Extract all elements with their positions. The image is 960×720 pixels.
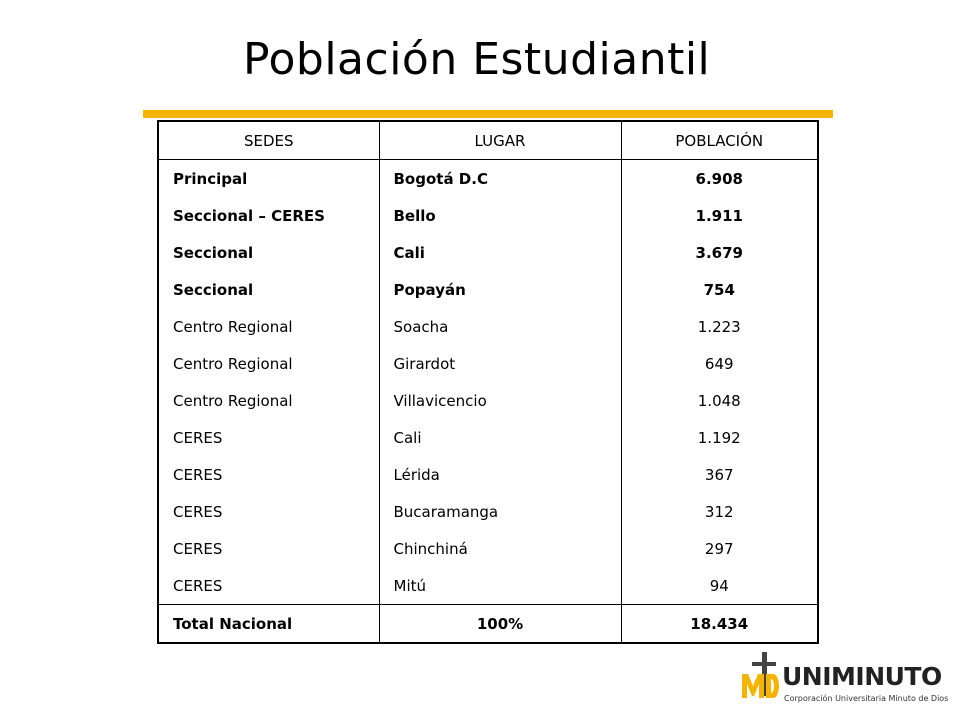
cell-lugar: Lérida bbox=[379, 456, 622, 493]
logo-subtitle: Corporación Universitaria Minuto de Dios bbox=[784, 694, 949, 703]
cell-poblacion: 1.911 bbox=[695, 206, 743, 225]
cell-poblacion: 649 bbox=[704, 354, 734, 373]
table-row: Seccional Cali 3.679 bbox=[158, 234, 818, 271]
cell-sede: CERES bbox=[158, 493, 380, 530]
table-row: CERES Cali 1.192 bbox=[158, 419, 818, 456]
table-row: CERES Mitú 94 bbox=[158, 567, 818, 605]
cell-sede: Centro Regional bbox=[158, 382, 380, 419]
total-row: Total Nacional 100% 18.434 bbox=[158, 604, 818, 643]
cell-poblacion: 1.048 bbox=[697, 391, 741, 410]
total-percent: 100% bbox=[379, 604, 622, 643]
cell-sede: Seccional – CERES bbox=[158, 197, 380, 234]
cell-poblacion: 94 bbox=[709, 576, 729, 595]
cell-lugar: Popayán bbox=[379, 271, 622, 308]
accent-bar bbox=[143, 110, 833, 118]
population-table: SEDES LUGAR POBLACIÓN Principal Bogotá D.… bbox=[157, 120, 819, 644]
cell-sede: CERES bbox=[158, 456, 380, 493]
cell-lugar: Bogotá D.C bbox=[379, 159, 622, 197]
cell-poblacion: 312 bbox=[704, 502, 734, 521]
total-value: 18.434 bbox=[621, 604, 818, 643]
cell-lugar: Cali bbox=[379, 419, 622, 456]
table-row: CERES Chinchiná 297 bbox=[158, 530, 818, 567]
cell-sede: CERES bbox=[158, 419, 380, 456]
logo-mark-icon bbox=[742, 652, 779, 698]
cell-poblacion: 297 bbox=[704, 539, 734, 558]
total-label: Total Nacional bbox=[158, 604, 380, 643]
cell-lugar: Villavicencio bbox=[379, 382, 622, 419]
cell-sede: Seccional bbox=[158, 271, 380, 308]
cell-poblacion: 6.908 bbox=[695, 169, 743, 188]
cell-poblacion: 754 bbox=[703, 280, 735, 299]
cell-poblacion: 367 bbox=[704, 465, 734, 484]
logo-name: UNIMINUTO bbox=[782, 662, 942, 691]
cell-lugar: Mitú bbox=[379, 567, 622, 605]
cell-sede: Centro Regional bbox=[158, 308, 380, 345]
cell-lugar: Bello bbox=[379, 197, 622, 234]
cell-sede: CERES bbox=[158, 567, 380, 605]
cell-poblacion: 1.223 bbox=[697, 317, 741, 336]
cell-lugar: Soacha bbox=[379, 308, 622, 345]
table-row: Seccional Popayán 754 bbox=[158, 271, 818, 308]
cell-sede: Principal bbox=[158, 159, 380, 197]
cell-lugar: Girardot bbox=[379, 345, 622, 382]
page-title: Población Estudiantil bbox=[243, 34, 711, 85]
cell-lugar: Bucaramanga bbox=[379, 493, 622, 530]
population-table-wrapper: SEDES LUGAR POBLACIÓN Principal Bogotá D.… bbox=[157, 120, 819, 644]
table-header-row: SEDES LUGAR POBLACIÓN bbox=[158, 121, 818, 160]
table-row: CERES Lérida 367 bbox=[158, 456, 818, 493]
cell-poblacion: 1.192 bbox=[697, 428, 741, 447]
cell-poblacion: 3.679 bbox=[695, 243, 743, 262]
cell-sede: CERES bbox=[158, 530, 380, 567]
table-row: Seccional – CERES Bello 1.911 bbox=[158, 197, 818, 234]
cell-sede: Centro Regional bbox=[158, 345, 380, 382]
table-row: Principal Bogotá D.C 6.908 bbox=[158, 159, 818, 197]
table-row: Centro Regional Soacha 1.223 bbox=[158, 308, 818, 345]
cell-lugar: Cali bbox=[379, 234, 622, 271]
cell-sede: Seccional bbox=[158, 234, 380, 271]
header-lugar: LUGAR bbox=[379, 121, 622, 160]
header-sedes: SEDES bbox=[158, 121, 380, 160]
uniminuto-logo: UNIMINUTO Corporación Universitaria Minu… bbox=[740, 650, 948, 710]
header-poblacion: POBLACIÓN bbox=[621, 121, 818, 160]
table-row: Centro Regional Girardot 649 bbox=[158, 345, 818, 382]
table-row: Centro Regional Villavicencio 1.048 bbox=[158, 382, 818, 419]
cell-lugar: Chinchiná bbox=[379, 530, 622, 567]
table-row: CERES Bucaramanga 312 bbox=[158, 493, 818, 530]
